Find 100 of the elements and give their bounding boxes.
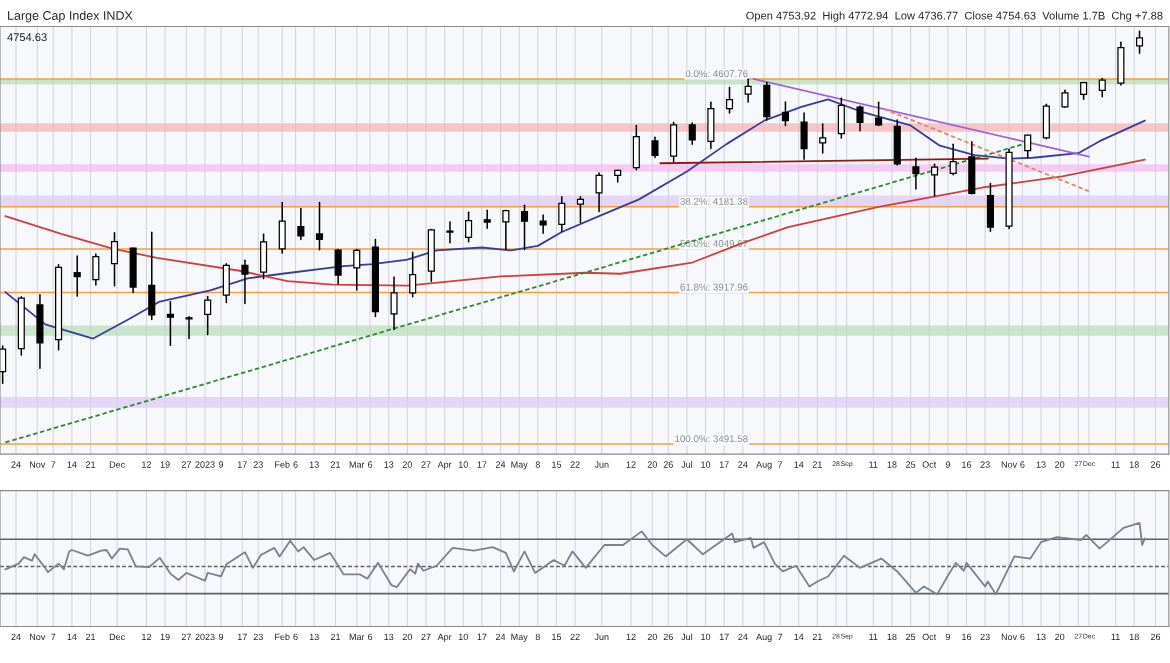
x-tick-label: 6 [1020, 461, 1025, 468]
x-tick-label: 11 [869, 633, 878, 641]
x-tick-label: 15 [552, 461, 562, 468]
x-tick-label: 24 [738, 633, 748, 641]
x-tick-label: 6 [368, 461, 373, 468]
x-tick-label: 17 [719, 633, 729, 641]
x-tick-label: Oct [922, 461, 937, 468]
candlestick [1098, 77, 1106, 98]
x-tick-label: Dec [109, 633, 125, 641]
x-tick-label: 2023 [195, 461, 215, 468]
candlestick [725, 86, 734, 114]
x-tick-label: 27 [181, 633, 191, 641]
x-tick-label: 20 [1055, 461, 1065, 468]
x-tick-label: 13 [1036, 461, 1046, 468]
x-tick-label: 18 [1129, 461, 1139, 468]
x-tick-label: 20 [402, 461, 413, 468]
candlestick [595, 172, 603, 213]
x-tick-label: 9 [218, 633, 224, 641]
x-tick-label: 22 [570, 461, 580, 468]
x-tick-label: 26 [663, 461, 673, 468]
x-tick-label: 20 [647, 461, 657, 468]
x-tick-label: 18 [1129, 633, 1139, 641]
candlestick [856, 105, 864, 132]
candlestick [204, 295, 212, 336]
candlestick [875, 101, 883, 127]
candlestick [465, 211, 473, 243]
x-tick-label: 23 [980, 461, 990, 468]
x-tick-label: 22 [570, 633, 580, 641]
x-tick-label: 14 [67, 461, 77, 468]
candlestick [166, 301, 174, 346]
x-tick-label: Nov [1001, 461, 1018, 468]
x-tick-label: 10 [458, 633, 468, 641]
x-tick-label: 10 [701, 633, 711, 641]
x-tick-label: 9 [945, 461, 950, 468]
x-tick-label: 12 [142, 633, 151, 641]
candlestick [315, 201, 324, 251]
x-tick-label: Aug [756, 461, 772, 470]
x-tick-label: 7 [51, 633, 56, 641]
candlestick [539, 214, 547, 235]
ref-line-label: 100.0%: 3491.58 [675, 435, 748, 443]
text: Open 4753.92 High 4772.94 Low 4736.77 Close 4754.63 Volume 1.7B Chg +7.88 [746, 11, 1163, 22]
x-tick-label: 2023 [195, 633, 215, 641]
x-tick-label: 8 [535, 633, 540, 641]
candlestick [73, 255, 81, 297]
x-tick-label: 27 [421, 461, 431, 468]
x-tick-label: 23 [980, 633, 990, 641]
x-tick-label: Nov [1001, 633, 1018, 641]
x-tick-label: 25 [906, 633, 916, 641]
x-tick-label: 11 [869, 461, 878, 468]
candlestick [520, 204, 529, 251]
x-tick-label: 17 [237, 633, 247, 641]
x-tick-label: Feb [275, 633, 290, 641]
annotation: 4754.63 [7, 33, 47, 42]
x-tick-label: Nov [29, 461, 46, 468]
ref-line-label: 38.2%: 4181.38 [680, 197, 748, 205]
x-tick-label: Nov [29, 633, 46, 641]
candlestick [502, 209, 510, 250]
candlestick [185, 316, 193, 340]
x-tick-label: 13 [384, 461, 394, 468]
x-tick-label: May [511, 633, 528, 642]
x-tick-label: 12 [142, 461, 151, 468]
x-tick-label: Jul [681, 461, 693, 468]
x-tick-label: 26 [663, 633, 673, 641]
candlestick [390, 276, 398, 331]
candlestick [781, 101, 789, 127]
candlestick [1024, 134, 1032, 159]
x-tick-label: 9 [945, 633, 950, 641]
x-tick-label: 21 [85, 461, 96, 468]
candlestick [912, 157, 920, 190]
candlestick [930, 163, 939, 197]
x-tick-label: 13 [384, 633, 394, 641]
x-tick-label: 7 [51, 461, 56, 468]
x-tick-label: 7 [778, 461, 783, 468]
x-tick-label: Apr [437, 461, 452, 470]
candlestick [651, 136, 659, 159]
x-tick-label: 17 [477, 461, 487, 468]
x-tick-label: 21 [812, 633, 822, 641]
candlestick [92, 253, 100, 286]
x-tick-label: 24 [11, 633, 21, 641]
candlestick [688, 122, 696, 145]
candlestick [241, 259, 249, 305]
x-tick-label: Jun [594, 633, 609, 641]
x-tick-label: 25 [906, 461, 916, 468]
x-tick-label: 27 [421, 633, 431, 641]
x-tick-label: 24 [495, 633, 506, 641]
x-tick-label: 18 [887, 633, 897, 641]
x-tick-label: 13 [1036, 633, 1046, 641]
candlestick [446, 221, 454, 244]
x-tick-label: 13 [309, 633, 319, 641]
x-tick-label: 24 [738, 461, 748, 468]
x-tick-label: 24 [11, 461, 21, 468]
x-tick-label: Oct [922, 633, 937, 641]
x-tick-label: 9 [218, 461, 224, 468]
x-tick-label: 23 [253, 633, 263, 641]
x-tick-label: Apr [437, 633, 452, 642]
x-tick-label: 20 [402, 633, 413, 641]
x-tick-label: 17 [719, 461, 729, 468]
candlestick [409, 251, 417, 298]
x-tick-label: Dec [109, 461, 125, 468]
candlestick [576, 196, 584, 224]
